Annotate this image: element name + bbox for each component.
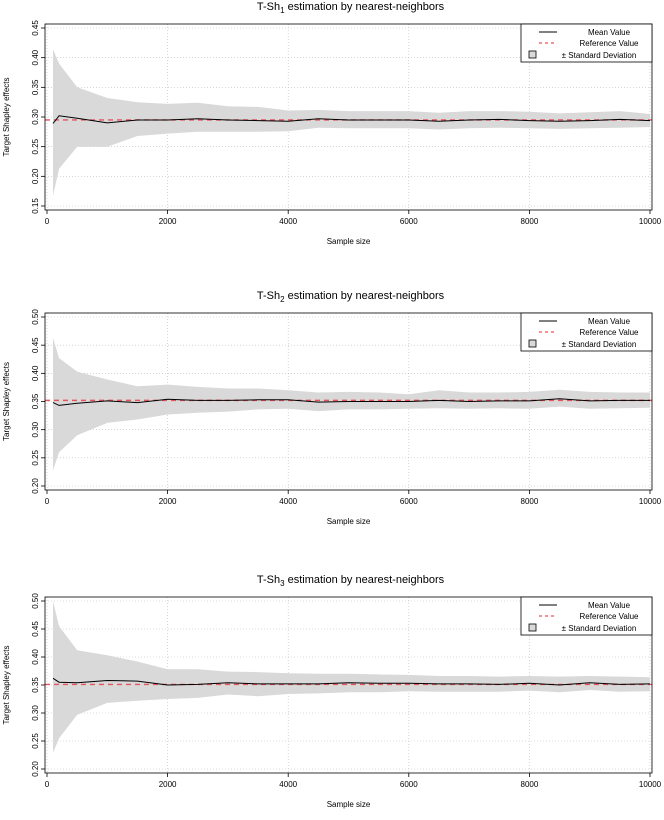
mean-value-line [52, 115, 651, 124]
y-tick-label: 0.25 [31, 450, 40, 466]
std-deviation-band [53, 601, 650, 753]
chart-title: T-Sh2 estimation by nearest-neighbors [257, 290, 445, 304]
chart-title: T-Sh1 estimation by nearest-neighbors [257, 1, 445, 15]
x-tick-label: 4000 [279, 780, 297, 789]
y-tick-label: 0.40 [31, 649, 40, 665]
x-tick-label: 0 [45, 217, 50, 226]
x-axis-label: Sample size [327, 517, 371, 526]
legend-std-swatch [528, 339, 537, 348]
y-tick-label: 0.15 [31, 198, 40, 214]
legend-box [520, 596, 653, 636]
x-tick-label: 8000 [521, 217, 539, 226]
x-axis-label: Sample size [327, 237, 371, 246]
x-tick-label: 10000 [639, 497, 662, 506]
x-tick-label: 6000 [400, 780, 418, 789]
y-tick-label: 0.25 [31, 138, 40, 154]
y-tick-label: 0.45 [31, 621, 40, 637]
legend-std-label: ± Standard Deviation [562, 51, 637, 60]
x-tick-label: 4000 [279, 217, 297, 226]
x-tick-label: 10000 [639, 217, 662, 226]
legend-std-swatch [528, 623, 537, 632]
x-tick-label: 2000 [159, 780, 177, 789]
legend-reference-label: Reference Value [580, 328, 640, 337]
x-tick-label: 6000 [400, 497, 418, 506]
legend-box [520, 23, 653, 63]
legend-mean-label: Mean Value [588, 601, 631, 610]
chart-panel-3: T-Sh3 estimation by nearest-neighbors 0.2… [2, 574, 662, 809]
legend: Mean Value Reference Value ± Standard Devi… [520, 596, 653, 636]
y-tick-label: 0.30 [31, 421, 40, 437]
chart-title-main: T-Sh [257, 574, 280, 586]
chart-title-main: T-Sh [257, 290, 280, 302]
mean-value-line [52, 398, 650, 406]
y-tick-label: 0.35 [31, 79, 40, 95]
chart-title-rest: estimation by nearest-neighbors [285, 1, 445, 13]
x-axis-label: Sample size [327, 800, 371, 809]
x-tick-label: 10000 [639, 780, 662, 789]
chart-title-subscript: 3 [280, 579, 285, 588]
x-tick-label: 8000 [521, 497, 539, 506]
chart-panel-1: T-Sh1 estimation by nearest-neighbors 0.1… [2, 1, 662, 246]
chart-title-subscript: 2 [280, 295, 285, 304]
y-tick-label: 0.35 [31, 677, 40, 693]
y-tick-label: 0.50 [31, 309, 40, 325]
y-tick-label: 0.30 [31, 705, 40, 721]
legend-std-label: ± Standard Deviation [562, 624, 637, 633]
x-tick-label: 2000 [159, 217, 177, 226]
chart-title-main: T-Sh [257, 1, 280, 13]
x-tick-label: 2000 [159, 497, 177, 506]
y-tick-label: 0.35 [31, 393, 40, 409]
legend-mean-label: Mean Value [588, 317, 631, 326]
y-tick-label: 0.20 [31, 478, 40, 494]
chart-title-rest: estimation by nearest-neighbors [285, 574, 445, 586]
y-tick-label: 0.40 [31, 49, 40, 65]
std-deviation-band [53, 337, 650, 471]
y-axis-label: Target Shapley effects [2, 362, 11, 441]
y-tick-label: 0.45 [31, 337, 40, 353]
y-tick-label: 0.25 [31, 733, 40, 749]
chart-title-rest: estimation by nearest-neighbors [285, 290, 445, 302]
y-tick-label: 0.45 [31, 20, 40, 36]
legend-mean-label: Mean Value [588, 28, 631, 37]
x-tick-label: 6000 [400, 217, 418, 226]
x-tick-label: 0 [45, 780, 50, 789]
chart-title: T-Sh3 estimation by nearest-neighbors [257, 574, 445, 588]
y-tick-label: 0.20 [31, 761, 40, 777]
y-axis-label: Target Shapley effects [2, 645, 11, 724]
chart-title-subscript: 1 [280, 6, 285, 15]
mean-value-line [52, 677, 651, 686]
legend-std-swatch [528, 50, 537, 59]
std-deviation-band [53, 49, 650, 196]
y-tick-label: 0.50 [31, 593, 40, 609]
legend-reference-label: Reference Value [580, 612, 640, 621]
legend-reference-label: Reference Value [580, 39, 640, 48]
legend-box [520, 312, 653, 352]
legend: Mean Value Reference Value ± Standard Devi… [520, 312, 653, 352]
x-tick-label: 8000 [521, 780, 539, 789]
y-tick-label: 0.40 [31, 365, 40, 381]
legend: Mean Value Reference Value ± Standard Devi… [520, 23, 653, 63]
x-tick-label: 0 [45, 497, 50, 506]
y-tick-label: 0.20 [31, 168, 40, 184]
y-axis-label: Target Shapley effects [2, 77, 11, 156]
x-tick-label: 4000 [279, 497, 297, 506]
chart-panel-2: T-Sh2 estimation by nearest-neighbors 0.2… [2, 290, 662, 526]
y-tick-label: 0.30 [31, 109, 40, 125]
legend-std-label: ± Standard Deviation [562, 340, 637, 349]
